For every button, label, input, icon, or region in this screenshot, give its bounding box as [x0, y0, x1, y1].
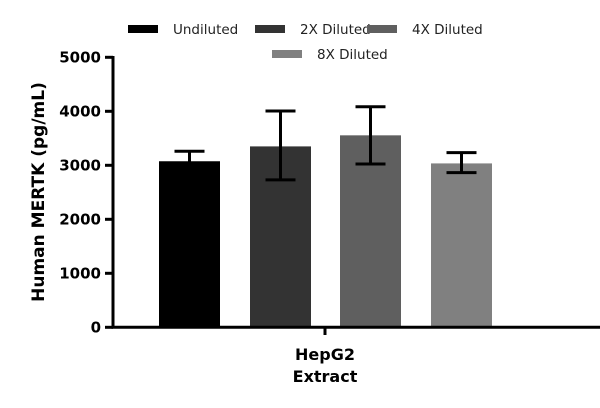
- x-axis: [111, 325, 600, 335]
- legend: Undiluted 2X Diluted 4X Diluted 8X Diluted: [128, 22, 483, 63]
- x-category-label-line1: HepG2: [295, 345, 355, 364]
- y-tick-label: 0: [91, 318, 101, 336]
- y-tick-label: 4000: [59, 102, 101, 120]
- x-category-label-line2: Extract: [293, 367, 358, 386]
- bar-3: [340, 135, 401, 328]
- y-tick-label: 3000: [59, 156, 101, 174]
- bar-4: [431, 163, 492, 328]
- y-tick-label: 1000: [59, 264, 101, 282]
- legend-swatch-3: [367, 25, 397, 33]
- legend-swatch-1: [128, 25, 158, 33]
- y-axis-label: Human MERTK (pg/mL): [29, 82, 49, 302]
- legend-label-1: Undiluted: [173, 22, 238, 38]
- legend-swatch-2: [255, 25, 285, 33]
- legend-label-3: 4X Diluted: [412, 22, 483, 38]
- y-tick-label: 5000: [59, 48, 101, 66]
- legend-label-4: 8X Diluted: [317, 47, 388, 63]
- legend-label-2: 2X Diluted: [300, 22, 371, 38]
- bar-1: [159, 161, 220, 328]
- legend-swatch-4: [272, 50, 302, 58]
- y-axis: 0 1000 2000 3000 4000 5000: [59, 48, 115, 336]
- y-tick-label: 2000: [59, 210, 101, 228]
- bars: [159, 105, 492, 328]
